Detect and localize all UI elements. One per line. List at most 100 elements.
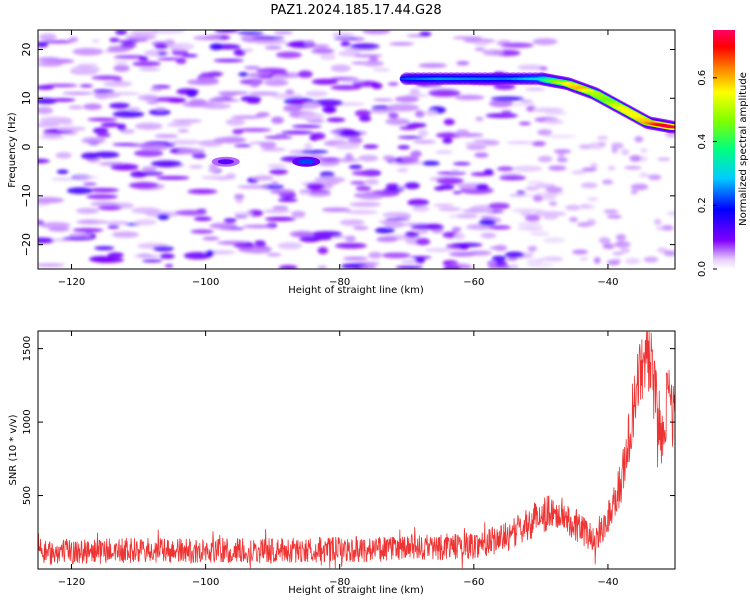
heatmap-cell [109, 37, 120, 43]
x-tick-label: −120 [58, 577, 85, 588]
heatmap-cell [648, 174, 662, 181]
heatmap-cell [75, 207, 100, 214]
heatmap-cell [579, 257, 589, 261]
heatmap-cell [371, 105, 393, 111]
heatmap-cell [141, 259, 163, 263]
heatmap-blob-core [298, 159, 315, 165]
heatmap-cell [202, 236, 220, 241]
heatmap-cell [338, 130, 362, 138]
heatmap-cell [500, 42, 534, 48]
heatmap-cell [580, 182, 598, 189]
heatmap-cell [388, 112, 399, 119]
heatmap-cell [232, 128, 244, 135]
heatmap-cell [49, 98, 76, 102]
heatmap-cell [275, 51, 302, 59]
heatmap-cell [474, 152, 489, 158]
heatmap-cell [164, 264, 174, 268]
heatmap-cell [436, 177, 464, 185]
heatmap-cell [517, 222, 543, 227]
heatmap-cell [359, 115, 372, 122]
heatmap-cell [333, 142, 361, 150]
heatmap-cell [87, 117, 118, 122]
heatmap-cell [132, 61, 161, 67]
heatmap-cell [264, 216, 296, 222]
heatmap-cell [157, 51, 168, 56]
heatmap-cell [397, 145, 410, 150]
heatmap-cell [603, 209, 619, 214]
heatmap-cell [81, 137, 106, 144]
heatmap-cell [625, 257, 641, 265]
heatmap-cell [109, 102, 130, 109]
heatmap-cell [72, 47, 104, 56]
heatmap-cell [334, 158, 360, 163]
heatmap-cell [630, 190, 638, 194]
heatmap-cell [168, 42, 195, 51]
heatmap-cell [86, 194, 118, 200]
spectrogram-y-ticks: 20 10 0 −10 −20 [20, 43, 675, 256]
heatmap-cell [532, 194, 544, 202]
heatmap-cell [428, 89, 461, 97]
x-tick-label: −40 [597, 577, 618, 588]
heatmap-cell [598, 236, 610, 244]
heatmap-cell [41, 40, 75, 44]
heatmap-cell [355, 185, 372, 192]
heatmap-cell [96, 132, 111, 138]
heatmap-cell [643, 256, 659, 263]
heatmap-cell [270, 189, 295, 195]
heatmap-cell [192, 152, 207, 159]
heatmap-cell [492, 261, 508, 266]
heatmap-cell [364, 179, 380, 185]
heatmap-cell [459, 245, 469, 250]
heatmap-cell [208, 97, 227, 103]
heatmap-cell [289, 98, 310, 105]
heatmap-cell [38, 106, 54, 115]
heatmap-cell [115, 30, 128, 35]
heatmap-cell [455, 129, 470, 137]
heatmap-cell [154, 43, 169, 50]
heatmap-cell [333, 37, 358, 40]
x-tick-label: −40 [597, 277, 618, 288]
heatmap-cell [39, 33, 57, 41]
heatmap-cell [151, 85, 171, 89]
heatmap-cell [311, 230, 343, 238]
heatmap-cell [368, 109, 395, 114]
heatmap-cell [113, 60, 129, 64]
heatmap-cell [527, 180, 546, 185]
heatmap-cell [532, 107, 564, 113]
heatmap-cell [92, 127, 109, 134]
heatmap-cell [410, 255, 432, 259]
heatmap-cell [407, 198, 430, 207]
heatmap-cell [518, 121, 531, 126]
heatmap-cell [371, 82, 383, 90]
heatmap-cell [271, 92, 303, 100]
heatmap-cell [451, 242, 483, 248]
colorbar-tick-label: 0.0 [697, 261, 708, 277]
heatmap-cell [171, 49, 189, 56]
heatmap-cell [83, 182, 97, 186]
heatmap-cell [225, 118, 246, 126]
heatmap-cell [314, 176, 346, 184]
heatmap-cell [320, 157, 340, 162]
heatmap-cell [298, 112, 324, 121]
heatmap-cell [383, 188, 405, 192]
y-tick-label: 20 [20, 43, 33, 57]
heatmap-cell [205, 250, 215, 257]
heatmap-cell [233, 49, 246, 56]
heatmap-cell [111, 231, 140, 238]
heatmap-cell [103, 220, 129, 225]
heatmap-cell [553, 149, 572, 154]
heatmap-cell [55, 152, 72, 159]
heatmap-cell [424, 110, 438, 116]
heatmap-cell [134, 149, 164, 157]
heatmap-cell [349, 43, 380, 50]
heatmap-cell [630, 183, 649, 191]
heatmap-cell [475, 183, 489, 191]
heatmap-cell [389, 42, 415, 46]
heatmap-cell [615, 234, 627, 241]
heatmap-cell [348, 136, 363, 144]
heatmap-cell [300, 236, 333, 241]
x-tick-label: −100 [192, 277, 219, 288]
heatmap-cell [45, 57, 55, 61]
heatmap-cell [382, 212, 410, 218]
heatmap-cell [470, 172, 495, 177]
